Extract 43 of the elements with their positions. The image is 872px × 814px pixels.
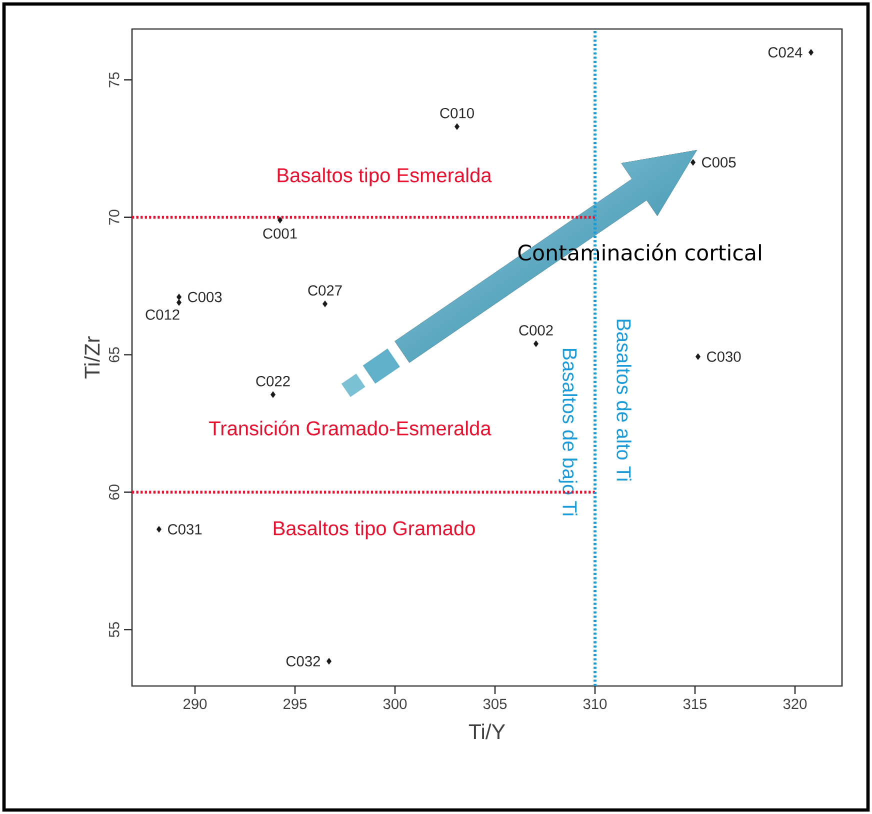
- annotation: Basaltos tipo Esmeralda: [278, 168, 492, 186]
- x-tick-label: 300: [383, 698, 407, 710]
- y-tick-label: 65: [108, 347, 120, 362]
- annotation: C032: [286, 656, 320, 666]
- annotation: C030: [707, 351, 741, 362]
- point: [156, 526, 162, 533]
- annotation: C024: [768, 47, 802, 58]
- point: [176, 299, 182, 306]
- point: [326, 658, 332, 664]
- annotation: Transición Gramado-Esmeralda: [209, 420, 492, 436]
- annotation: Basaltos de bajo Ti: [558, 348, 578, 516]
- point: [270, 391, 276, 398]
- y-tick-label: 55: [109, 622, 120, 638]
- annotation: C001: [263, 228, 297, 239]
- y-axis-title: Ti/Zr: [84, 336, 100, 379]
- point: [322, 300, 328, 308]
- point: [696, 353, 700, 360]
- point: [176, 294, 182, 300]
- annotation: C027: [308, 285, 342, 296]
- x-tick-label: 310: [583, 698, 607, 710]
- annotation: Basaltos de alto Ti: [616, 320, 632, 481]
- y-tick-label: 70: [108, 210, 120, 225]
- x-tick-label: 305: [483, 698, 507, 710]
- x-tick-label: 320: [783, 698, 807, 710]
- point: [454, 123, 460, 130]
- point: [808, 49, 814, 56]
- y-tick-label: 75: [109, 72, 120, 88]
- y-tick-label: 60: [108, 484, 120, 500]
- annotation: C031: [168, 524, 202, 534]
- annotation: C012: [146, 309, 180, 320]
- annotation: Basaltos tipo Gramado: [274, 520, 475, 540]
- point: [534, 340, 538, 347]
- annotation: C002: [519, 325, 553, 336]
- x-tick-label: 295: [284, 698, 307, 710]
- x-axis-title: Ti/Y: [468, 724, 506, 740]
- annotation: C010: [440, 108, 474, 118]
- x-tick-label: 315: [683, 698, 707, 710]
- point: [690, 159, 696, 166]
- annotation: C005: [702, 157, 736, 168]
- point: [278, 216, 282, 224]
- annotation: C003: [188, 292, 222, 302]
- annotation: C022: [256, 376, 290, 386]
- x-tick-label: 290: [184, 698, 207, 710]
